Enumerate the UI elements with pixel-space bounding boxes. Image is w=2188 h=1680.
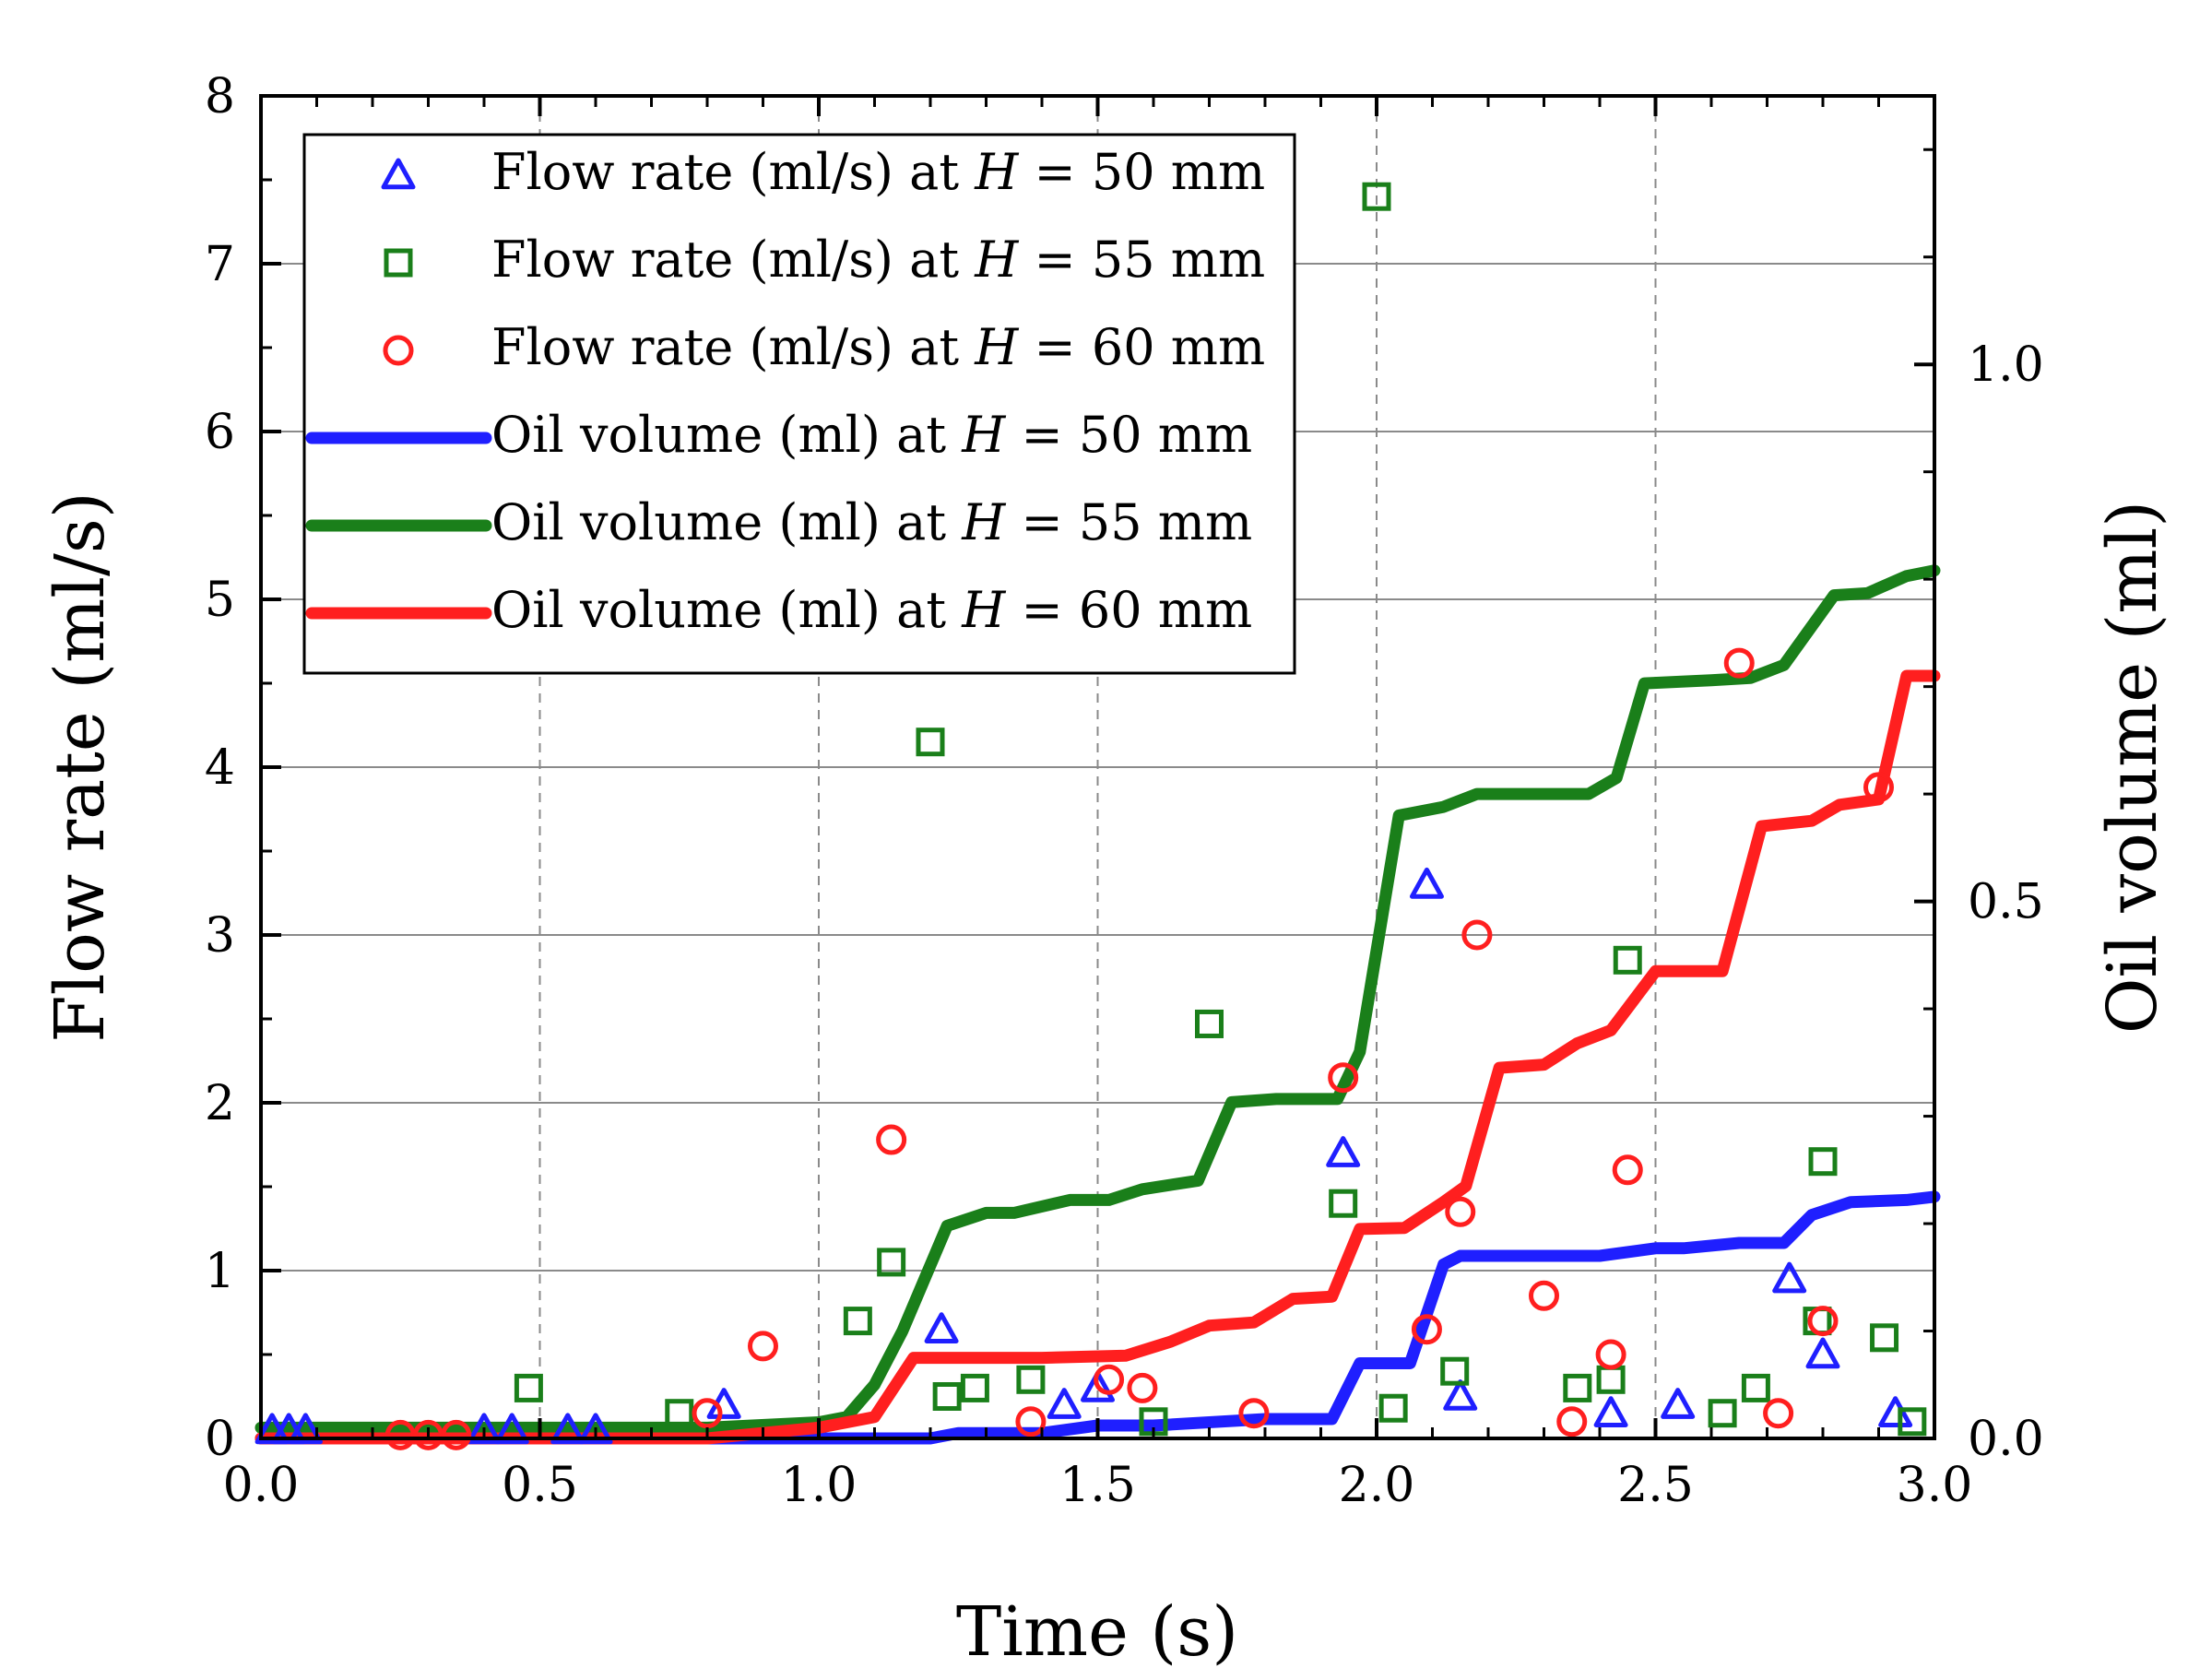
flow-rate-marker	[1326, 1136, 1361, 1167]
flow-rate-marker	[1238, 1398, 1270, 1429]
y-left-tick-label: 7	[205, 237, 235, 292]
y-right-axis-title: Oil volume (ml)	[2093, 501, 2172, 1034]
flow-rate-marker	[1445, 1196, 1476, 1227]
flow-rate-marker	[1763, 1398, 1794, 1429]
y-left-axis-title: Flow rate (ml/s)	[41, 491, 120, 1042]
flow-rate-marker	[1613, 945, 1642, 975]
flow-rate-marker	[1094, 1364, 1125, 1395]
flow-rate-markers	[254, 182, 1927, 1450]
flow-rate-marker	[924, 1312, 959, 1343]
flow-rate-marker	[1723, 647, 1755, 679]
flow-rate-marker	[467, 1413, 502, 1445]
flow-rate-marker	[1328, 1062, 1359, 1094]
x-tick-label: 2.0	[1339, 1458, 1415, 1513]
x-axis-title: Time (s)	[956, 1592, 1238, 1672]
y-left-tick-label: 0	[205, 1412, 235, 1467]
legend-box	[302, 133, 1296, 675]
flow-rate-marker	[1378, 1393, 1408, 1423]
oil-volume-line	[254, 1190, 1941, 1445]
flow-rate-marker	[1016, 1365, 1046, 1394]
y-left-tick-label: 3	[205, 908, 235, 964]
y-right-tick-label: 1.0	[1968, 337, 2044, 393]
y-left-tick-label: 5	[205, 573, 235, 628]
flow-rate-marker	[441, 1419, 472, 1450]
flow-rate-marker	[1047, 1388, 1082, 1419]
flow-rate-marker	[1863, 772, 1894, 803]
flow-rate-marker	[877, 1248, 906, 1277]
flow-rate-marker	[1556, 1406, 1588, 1437]
flow-rate-marker	[1595, 1339, 1626, 1370]
legend-label: Flow rate (ml/s) at H = 60 mm	[491, 318, 1265, 376]
flow-rate-marker	[916, 728, 945, 757]
oil-volume-line	[254, 669, 1941, 1445]
flow-rate-marker	[1772, 1261, 1807, 1294]
flow-rate-marker	[1443, 1379, 1478, 1411]
flow-rate-marker	[1596, 1365, 1626, 1394]
flow-rate-marker	[876, 1124, 907, 1155]
y-left-tick-label: 1	[205, 1244, 235, 1299]
flow-rate-marker	[1593, 1396, 1628, 1427]
x-tick-label: 0.0	[223, 1458, 300, 1513]
legend-marker-swatch	[383, 335, 414, 366]
axis-ticks	[259, 94, 1936, 1440]
x-tick-label: 1.0	[781, 1458, 857, 1513]
y-left-tick-label: 6	[205, 405, 235, 460]
flow-rate-marker	[1362, 182, 1391, 211]
flow-rate-marker	[1808, 1147, 1838, 1177]
flow-rate-marker	[1807, 1306, 1839, 1337]
flow-rate-marker	[1081, 1370, 1115, 1402]
x-tick-label: 2.5	[1617, 1458, 1694, 1513]
flow-rate-marker	[1708, 1399, 1737, 1428]
flow-rate-marker	[1898, 1407, 1927, 1437]
flow-rate-marker	[1805, 1337, 1840, 1369]
flow-rate-marker	[1661, 1388, 1696, 1419]
flow-rate-marker	[1329, 1189, 1358, 1218]
legend-label: Oil volume (ml) at H = 50 mm	[491, 406, 1252, 464]
x-tick-label: 0.5	[502, 1458, 578, 1513]
flow-rate-marker	[1409, 867, 1444, 899]
legend-marker-swatch	[384, 248, 413, 278]
flow-rate-marker	[578, 1413, 613, 1445]
flow-rate-marker	[494, 1413, 529, 1445]
flow-rate-marker	[550, 1413, 585, 1445]
y-right-tick-label: 0.0	[1968, 1412, 2044, 1467]
tick-labels: 0.0 0.5 1.0 1.5 2.0 2.5 3.0 0 1 2 3 4 5 6 7 8 0.0 0.5 1.0	[205, 69, 2044, 1513]
flow-rate-marker	[1461, 919, 1493, 951]
y-right-tick-label: 0.5	[1968, 875, 2044, 930]
flow-rate-marker	[843, 1307, 872, 1336]
flow-rate-marker	[288, 1413, 323, 1445]
y-left-tick-label: 4	[205, 740, 235, 796]
x-tick-label: 3.0	[1897, 1458, 1973, 1513]
flow-rate-marker	[1411, 1314, 1442, 1345]
oil-volume-lines	[254, 564, 1941, 1445]
flow-rate-marker	[514, 1373, 543, 1402]
legend-label: Flow rate (ml/s) at H = 50 mm	[491, 143, 1265, 201]
flow-rate-marker	[748, 1331, 778, 1362]
legend: Flow rate (ml/s) at H = 50 mm Flow rate (…	[302, 133, 1296, 675]
x-tick-label: 1.5	[1059, 1458, 1136, 1513]
flow-rate-marker	[932, 1382, 962, 1411]
flow-rate-marker	[1612, 1154, 1643, 1186]
flow-rate-marker	[1870, 1323, 1899, 1353]
flow-rate-marker	[692, 1398, 723, 1429]
flow-rate-marker	[1015, 1406, 1047, 1437]
flow-rate-marker	[960, 1373, 989, 1402]
legend-marker-swatch	[381, 158, 416, 190]
flow-rate-marker	[1563, 1373, 1592, 1402]
oil-volume-line	[254, 564, 1941, 1434]
legend-label: Oil volume (ml) at H = 55 mm	[491, 493, 1252, 551]
legend-label: Flow rate (ml/s) at H = 55 mm	[491, 231, 1265, 289]
y-left-tick-label: 2	[205, 1076, 235, 1131]
flow-rate-marker	[1127, 1372, 1158, 1403]
y-left-tick-label: 8	[205, 69, 235, 124]
flow-rate-marker	[1741, 1373, 1770, 1402]
flow-rate-marker	[1440, 1356, 1470, 1386]
flow-rate-marker	[665, 1399, 694, 1428]
flow-rate-marker	[1195, 1009, 1224, 1038]
legend-label: Oil volume (ml) at H = 60 mm	[491, 581, 1252, 639]
flow-rate-marker	[1529, 1280, 1559, 1311]
